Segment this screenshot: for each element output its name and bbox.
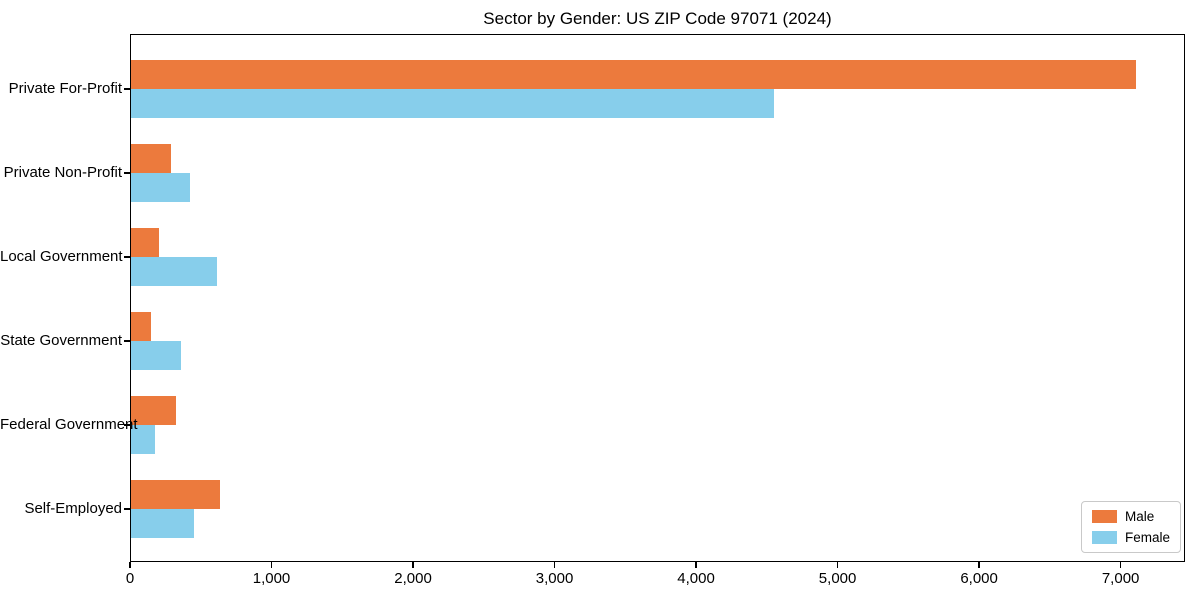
x-tick-mark <box>836 562 839 568</box>
x-tick-mark <box>553 562 556 568</box>
legend-swatch-male <box>1091 510 1117 523</box>
y-tick-mark <box>124 256 130 258</box>
y-tick-mark <box>124 172 130 174</box>
y-axis-label: Federal Government <box>0 416 138 433</box>
y-axis-label: Self-Employed <box>24 500 122 517</box>
x-tick-mark <box>270 562 273 568</box>
x-tick-mark <box>129 562 131 568</box>
bar-male-5 <box>131 479 221 509</box>
y-axis-label: Private For-Profit <box>8 80 122 97</box>
bar-female-3 <box>131 340 182 370</box>
bar-female-4 <box>131 424 156 454</box>
y-tick-mark <box>124 340 130 342</box>
legend: Male Female <box>1080 501 1181 553</box>
bar-female-0 <box>131 88 774 118</box>
legend-item-female: Female <box>1091 530 1170 545</box>
bar-male-2 <box>131 227 159 257</box>
y-axis-label: Local Government <box>0 248 123 265</box>
y-tick-mark <box>124 424 130 426</box>
legend-swatch-female <box>1091 531 1117 544</box>
bar-male-3 <box>131 311 151 341</box>
chart-title: Sector by Gender: US ZIP Code 97071 (202… <box>483 9 832 28</box>
legend-item-male: Male <box>1091 509 1170 524</box>
x-axis-label: 7,000 <box>1101 570 1140 587</box>
bar-male-1 <box>131 143 172 173</box>
y-tick-mark <box>124 508 130 510</box>
x-axis-label: 0 <box>125 570 135 587</box>
y-axis-label: State Government <box>0 332 122 349</box>
x-axis-label: 6,000 <box>960 570 998 587</box>
x-tick-mark <box>412 562 414 568</box>
x-tick-mark <box>695 562 697 568</box>
bar-female-5 <box>131 508 194 538</box>
x-tick-mark <box>978 562 980 568</box>
bar-female-1 <box>131 172 190 202</box>
plot-area: Male Female <box>130 34 1185 562</box>
x-axis-label: 1,000 <box>252 570 291 587</box>
bar-female-2 <box>131 256 218 286</box>
bar-male-4 <box>131 395 176 425</box>
legend-label: Male <box>1124 509 1155 524</box>
bar-male-0 <box>131 59 1136 89</box>
y-tick-mark <box>124 88 130 90</box>
legend-label: Female <box>1124 530 1170 545</box>
x-axis-label: 2,000 <box>394 570 432 587</box>
x-axis-label: 3,000 <box>535 570 574 587</box>
y-axis-label: Private Non-Profit <box>3 164 122 181</box>
x-tick-mark <box>1119 562 1122 568</box>
x-axis-label: 4,000 <box>677 570 715 587</box>
x-axis-label: 5,000 <box>818 570 857 587</box>
